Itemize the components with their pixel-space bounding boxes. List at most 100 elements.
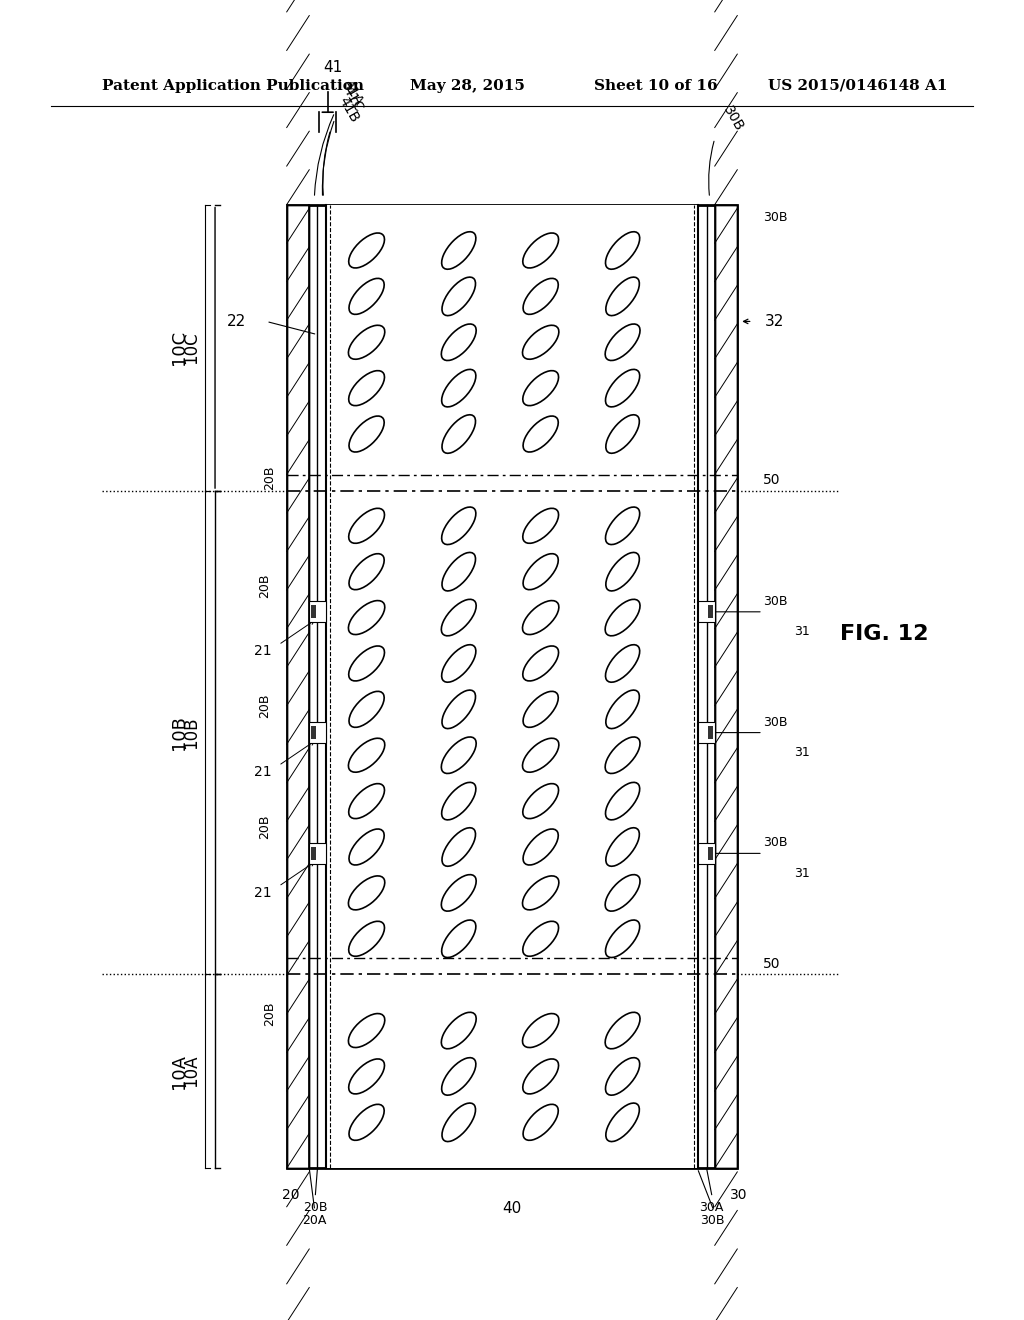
- Ellipse shape: [523, 416, 558, 451]
- Ellipse shape: [442, 1104, 475, 1142]
- Text: US 2015/0146148 A1: US 2015/0146148 A1: [768, 79, 947, 92]
- Ellipse shape: [606, 553, 639, 591]
- Text: Patent Application Publication: Patent Application Publication: [102, 79, 365, 92]
- Text: 50: 50: [763, 474, 780, 487]
- Text: 22: 22: [226, 314, 246, 329]
- Ellipse shape: [441, 599, 476, 636]
- Text: 20B: 20B: [263, 1002, 276, 1026]
- Ellipse shape: [605, 370, 640, 407]
- Text: 40: 40: [503, 1201, 521, 1216]
- Ellipse shape: [349, 829, 384, 865]
- Ellipse shape: [349, 508, 384, 544]
- Text: 10B: 10B: [170, 715, 188, 750]
- Text: 20B: 20B: [258, 814, 271, 840]
- Ellipse shape: [441, 737, 476, 774]
- Ellipse shape: [605, 737, 640, 774]
- Text: 30B: 30B: [763, 211, 787, 224]
- Ellipse shape: [349, 645, 384, 681]
- Text: 10A: 10A: [181, 1055, 200, 1088]
- Text: 21: 21: [254, 766, 271, 779]
- Ellipse shape: [348, 738, 385, 772]
- Bar: [311, 605, 316, 618]
- Ellipse shape: [606, 277, 639, 315]
- Text: 20B: 20B: [303, 1201, 328, 1214]
- Ellipse shape: [442, 277, 475, 315]
- Text: 30: 30: [730, 1188, 748, 1203]
- Text: 31: 31: [794, 867, 809, 879]
- Ellipse shape: [441, 323, 476, 360]
- Bar: [326, 205, 698, 1168]
- Ellipse shape: [523, 784, 558, 818]
- Ellipse shape: [523, 692, 558, 727]
- Ellipse shape: [606, 828, 639, 866]
- Ellipse shape: [349, 279, 384, 314]
- Ellipse shape: [606, 1104, 639, 1142]
- Bar: [309, 842, 326, 863]
- Bar: [287, 205, 737, 1168]
- Ellipse shape: [523, 921, 558, 956]
- Ellipse shape: [441, 1057, 476, 1096]
- Ellipse shape: [349, 784, 384, 818]
- Text: FIG. 12: FIG. 12: [840, 623, 928, 644]
- Ellipse shape: [522, 601, 559, 635]
- Bar: [698, 722, 715, 743]
- Ellipse shape: [442, 414, 475, 453]
- Ellipse shape: [442, 828, 475, 866]
- Text: 30B: 30B: [763, 595, 787, 607]
- Text: 20B: 20B: [258, 694, 271, 718]
- Ellipse shape: [605, 875, 640, 911]
- Bar: [287, 205, 309, 1168]
- Ellipse shape: [442, 553, 475, 591]
- Text: 10A: 10A: [170, 1053, 188, 1089]
- Ellipse shape: [523, 371, 558, 405]
- Ellipse shape: [605, 1057, 640, 1096]
- Text: 20B: 20B: [258, 573, 271, 598]
- Text: 41C: 41C: [340, 83, 366, 115]
- Ellipse shape: [605, 599, 640, 636]
- Text: 41B: 41B: [336, 94, 361, 125]
- Ellipse shape: [523, 1059, 558, 1094]
- Ellipse shape: [605, 920, 640, 957]
- Text: 30A: 30A: [699, 1201, 724, 1214]
- Text: 30B: 30B: [720, 103, 745, 135]
- Bar: [287, 205, 309, 1168]
- Ellipse shape: [523, 553, 558, 590]
- Bar: [715, 205, 737, 1168]
- Bar: [708, 605, 713, 618]
- Text: 32: 32: [765, 314, 784, 329]
- Ellipse shape: [441, 644, 476, 682]
- Text: 20: 20: [282, 1188, 299, 1203]
- Text: Sheet 10 of 16: Sheet 10 of 16: [594, 79, 718, 92]
- Bar: [715, 205, 737, 1168]
- Ellipse shape: [349, 692, 384, 727]
- Text: 10C: 10C: [170, 330, 188, 366]
- Text: 21: 21: [254, 644, 271, 659]
- Ellipse shape: [349, 371, 384, 405]
- Ellipse shape: [605, 783, 640, 820]
- Bar: [311, 726, 316, 739]
- Bar: [698, 842, 715, 863]
- Ellipse shape: [348, 1014, 385, 1048]
- Ellipse shape: [522, 325, 559, 359]
- Text: 20A: 20A: [302, 1214, 327, 1228]
- Ellipse shape: [441, 370, 476, 407]
- Ellipse shape: [349, 234, 384, 268]
- Text: 21: 21: [254, 886, 271, 900]
- Bar: [698, 602, 715, 623]
- Ellipse shape: [349, 1059, 384, 1094]
- Bar: [708, 726, 713, 739]
- Ellipse shape: [523, 1105, 558, 1140]
- Text: 41A: 41A: [340, 77, 366, 108]
- Ellipse shape: [605, 232, 640, 269]
- Ellipse shape: [605, 1012, 640, 1049]
- Text: 30B: 30B: [700, 1214, 725, 1228]
- Ellipse shape: [605, 507, 640, 545]
- Ellipse shape: [523, 829, 558, 865]
- Ellipse shape: [348, 601, 385, 635]
- Ellipse shape: [349, 416, 384, 451]
- Ellipse shape: [522, 876, 559, 909]
- Text: May 28, 2015: May 28, 2015: [410, 79, 524, 92]
- Ellipse shape: [441, 1012, 476, 1049]
- Ellipse shape: [441, 507, 476, 545]
- Ellipse shape: [523, 645, 558, 681]
